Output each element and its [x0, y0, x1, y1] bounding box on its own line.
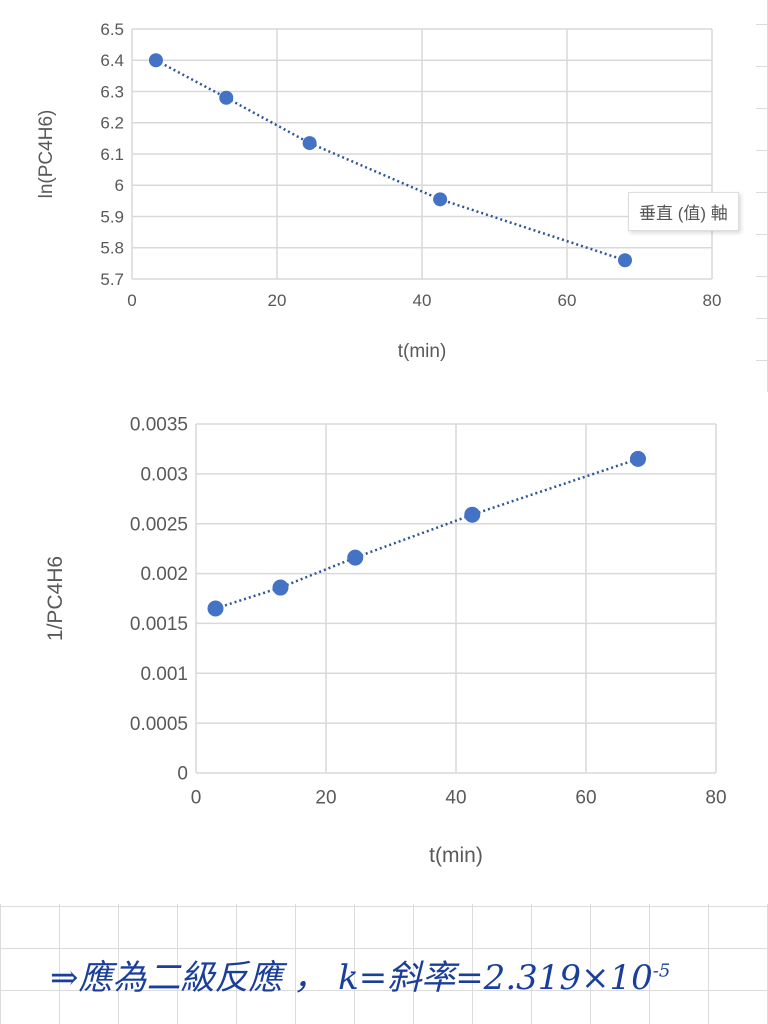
y-tick-label: 0.0005 [130, 714, 188, 735]
x-tick-label: 20 [268, 291, 287, 310]
x-tick-label: 20 [315, 787, 336, 808]
y-tick-label: 0.0015 [130, 614, 188, 635]
handwritten-note: ⇒應為二級反應 ， k=斜率=2.319×10-5 [50, 950, 670, 999]
y-tick-label: 6.5 [100, 20, 124, 39]
y-tick-label: 5.7 [100, 270, 124, 289]
y-tick-label: 6.1 [100, 145, 124, 164]
y-tick-label: 6 [115, 176, 124, 195]
chart-ln-pc4h6: 5.7 5.8 5.9 6 6.1 6.2 6.3 6.4 6.5 0 20 40 60 80 t(min)… [36, 20, 722, 362]
data-point [464, 506, 481, 523]
note-exponent: -5 [652, 960, 671, 982]
x-tick-label: 0 [127, 291, 136, 310]
x-tick-label: 60 [558, 291, 577, 310]
x-tick-label: 80 [705, 787, 726, 808]
data-point [630, 450, 646, 467]
data-point [347, 549, 364, 566]
y-tick-label: 0 [177, 764, 188, 785]
data-point [302, 136, 317, 151]
y-tick-label: 0.003 [140, 465, 188, 486]
x-tick-label: 80 [703, 291, 722, 310]
x-tick-label: 0 [191, 787, 202, 808]
y-tick-label: 5.9 [100, 207, 124, 226]
data-point [207, 600, 224, 617]
y-tick-label: 0.0025 [130, 514, 188, 535]
data-point [618, 253, 632, 268]
x-tick-label: 40 [413, 291, 432, 310]
trendline [155, 59, 626, 262]
y-tick-label: 0.002 [140, 564, 188, 585]
y-tick-label: 6.3 [100, 82, 124, 101]
axis-tooltip: 垂直 (值) 軸 [628, 192, 739, 231]
y-axis-label: ln(PC4H6) [36, 110, 57, 199]
note-text: ⇒應為二級反應 ， k=斜率=2.319×10 [50, 958, 653, 998]
data-point [272, 579, 289, 596]
y-tick-label: 0.0035 [130, 415, 188, 436]
y-tick-label: 6.4 [100, 51, 124, 70]
trendline [215, 457, 639, 610]
data-point [433, 192, 448, 207]
x-tick-label: 40 [445, 787, 466, 808]
data-point [219, 90, 234, 105]
x-axis-label: t(min) [398, 341, 447, 362]
chart2-panel [0, 392, 768, 904]
data-point [148, 53, 163, 68]
y-tick-label: 6.2 [100, 114, 124, 133]
x-tick-label: 60 [575, 787, 596, 808]
y-tick-label: 0.001 [140, 664, 188, 685]
x-axis-label: t(min) [429, 844, 483, 867]
y-tick-label: 5.8 [100, 239, 124, 258]
y-axis-label: 1/PC4H6 [44, 556, 67, 641]
